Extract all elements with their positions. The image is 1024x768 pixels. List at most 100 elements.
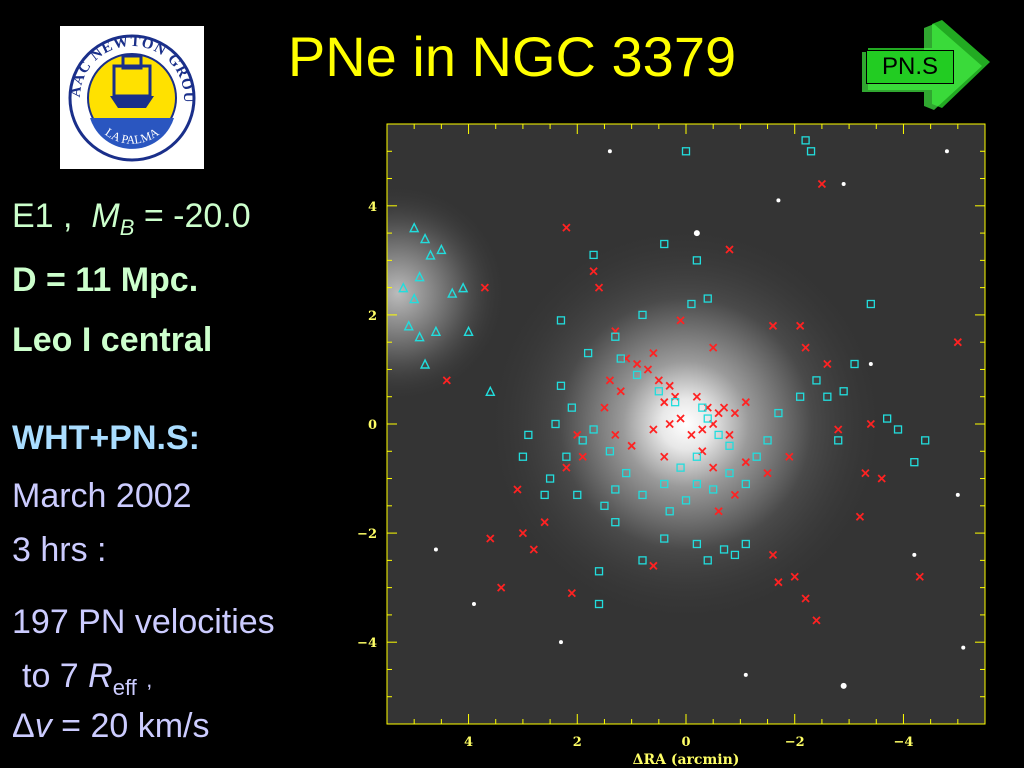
pn-neighbor-point bbox=[409, 222, 420, 233]
pn-redshifted-point bbox=[649, 348, 658, 358]
pn-blueshifted-point bbox=[850, 359, 859, 369]
star bbox=[433, 547, 438, 552]
pn-blueshifted-point bbox=[866, 299, 875, 309]
pn-redshifted-point bbox=[790, 572, 799, 581]
pn-redshifted-point bbox=[480, 283, 489, 292]
star bbox=[743, 672, 748, 677]
pn-blueshifted-point bbox=[578, 436, 587, 445]
pn-blueshifted-point bbox=[545, 474, 555, 483]
pn-neighbor-point bbox=[419, 358, 431, 369]
pn-redshifted-point bbox=[817, 179, 827, 189]
pn-blueshifted-point bbox=[573, 490, 582, 500]
pn-neighbor-point bbox=[457, 282, 469, 293]
pn-redshifted-point bbox=[774, 578, 783, 587]
pn-redshifted-point bbox=[763, 468, 772, 478]
date-line: March 2002 bbox=[12, 477, 192, 515]
pn-blueshifted-point bbox=[893, 425, 903, 434]
pn-blueshifted-point bbox=[524, 430, 533, 440]
pn-redshifted-point bbox=[518, 528, 528, 538]
pn-redshifted-point bbox=[567, 588, 576, 598]
ing-logo: ISAAC NEWTON GROUP LA PALMA bbox=[55, 14, 204, 169]
star bbox=[840, 682, 847, 689]
pn-redshifted-point bbox=[741, 398, 750, 407]
pn-neighbor-point bbox=[485, 385, 496, 396]
pn-redshifted-point bbox=[660, 398, 669, 407]
pns-nav-button[interactable]: PN.S bbox=[866, 50, 954, 84]
pn-blueshifted-point bbox=[882, 414, 892, 423]
pn-redshifted-point bbox=[540, 518, 549, 527]
pn-neighbor-point bbox=[463, 325, 474, 336]
pn-redshifted-point bbox=[665, 381, 674, 390]
pn-redshifted-point bbox=[589, 267, 598, 276]
x-tick-label: 4 bbox=[464, 735, 473, 750]
pn-neighbor-point bbox=[414, 271, 425, 282]
pn-blueshifted-point bbox=[638, 490, 647, 500]
pn-blueshifted-point bbox=[681, 147, 691, 156]
pn-blueshifted-point bbox=[676, 463, 685, 472]
star bbox=[558, 640, 563, 645]
pn-redshifted-point bbox=[768, 550, 778, 560]
pn-redshifted-point bbox=[600, 403, 609, 412]
pn-blueshifted-point bbox=[823, 392, 832, 401]
pn-neighbor-point bbox=[436, 243, 447, 255]
pn-redshifted-point bbox=[796, 321, 805, 330]
pn-neighbor-point bbox=[398, 282, 409, 293]
pn-redshifted-point bbox=[866, 419, 875, 429]
y-tick-label: −4 bbox=[357, 636, 377, 651]
pn-blueshifted-point bbox=[638, 556, 647, 565]
pn-blueshifted-point bbox=[600, 501, 609, 510]
pn-blueshifted-point bbox=[638, 310, 647, 320]
star bbox=[912, 552, 917, 557]
pn-redshifted-point bbox=[497, 583, 506, 592]
pn-redshifted-point bbox=[861, 468, 870, 478]
pn-redshifted-point bbox=[562, 463, 571, 472]
pn-redshifted-point bbox=[486, 534, 495, 543]
pn-redshifted-point bbox=[834, 425, 843, 434]
pn-redshifted-point bbox=[692, 392, 702, 401]
pn-blueshifted-point bbox=[806, 147, 816, 156]
pn-redshifted-point bbox=[529, 545, 538, 554]
pn-redshifted-point bbox=[562, 223, 571, 232]
sky-background bbox=[387, 124, 985, 724]
pn-redshifted-point bbox=[801, 594, 810, 603]
pn-blueshifted-point bbox=[812, 376, 821, 385]
x-tick-label: −2 bbox=[785, 735, 805, 750]
pn-neighbor-point bbox=[447, 287, 458, 298]
pn-blueshifted-point bbox=[660, 534, 669, 543]
star bbox=[955, 492, 960, 497]
star bbox=[961, 645, 966, 650]
pn-blueshifted-point bbox=[834, 436, 843, 445]
pn-blueshifted-point bbox=[594, 567, 604, 576]
pn-redshifted-point bbox=[649, 425, 658, 434]
pn-redshifted-point bbox=[627, 441, 636, 450]
pn-redshifted-point bbox=[915, 572, 924, 581]
velocities-line: 197 PN velocities bbox=[12, 603, 275, 641]
pn-redshifted-point bbox=[616, 387, 625, 396]
pn-redshifted-point bbox=[785, 452, 794, 461]
pn-blueshifted-point bbox=[709, 485, 718, 494]
star bbox=[944, 149, 949, 154]
pn-redshifted-point bbox=[714, 507, 723, 516]
pn-redshifted-point bbox=[605, 376, 615, 385]
pn-redshifted-point bbox=[665, 419, 674, 429]
pn-blueshifted-point bbox=[725, 468, 734, 478]
y-tick-label: 0 bbox=[368, 418, 377, 433]
instrument-line: WHT+PN.S: bbox=[12, 419, 200, 457]
star bbox=[841, 182, 846, 186]
neighbor-galaxy bbox=[387, 183, 508, 404]
radius-line: to 7 Reff , bbox=[22, 657, 153, 700]
pn-blueshifted-point bbox=[774, 408, 783, 418]
pn-blueshifted-point bbox=[670, 398, 680, 407]
pn-redshifted-point bbox=[687, 430, 696, 440]
pn-redshifted-point bbox=[709, 343, 718, 352]
pn-blueshifted-point bbox=[622, 468, 631, 478]
pn-blueshifted-point bbox=[594, 599, 604, 609]
error-line: Δv = 20 km/s bbox=[12, 707, 210, 745]
pn-blueshifted-point bbox=[796, 392, 805, 401]
pn-blueshifted-point bbox=[719, 545, 729, 554]
pn-blueshifted-point bbox=[611, 485, 620, 494]
star bbox=[471, 602, 476, 606]
pn-redshifted-point bbox=[632, 359, 642, 369]
pn-neighbor-point bbox=[430, 325, 442, 336]
